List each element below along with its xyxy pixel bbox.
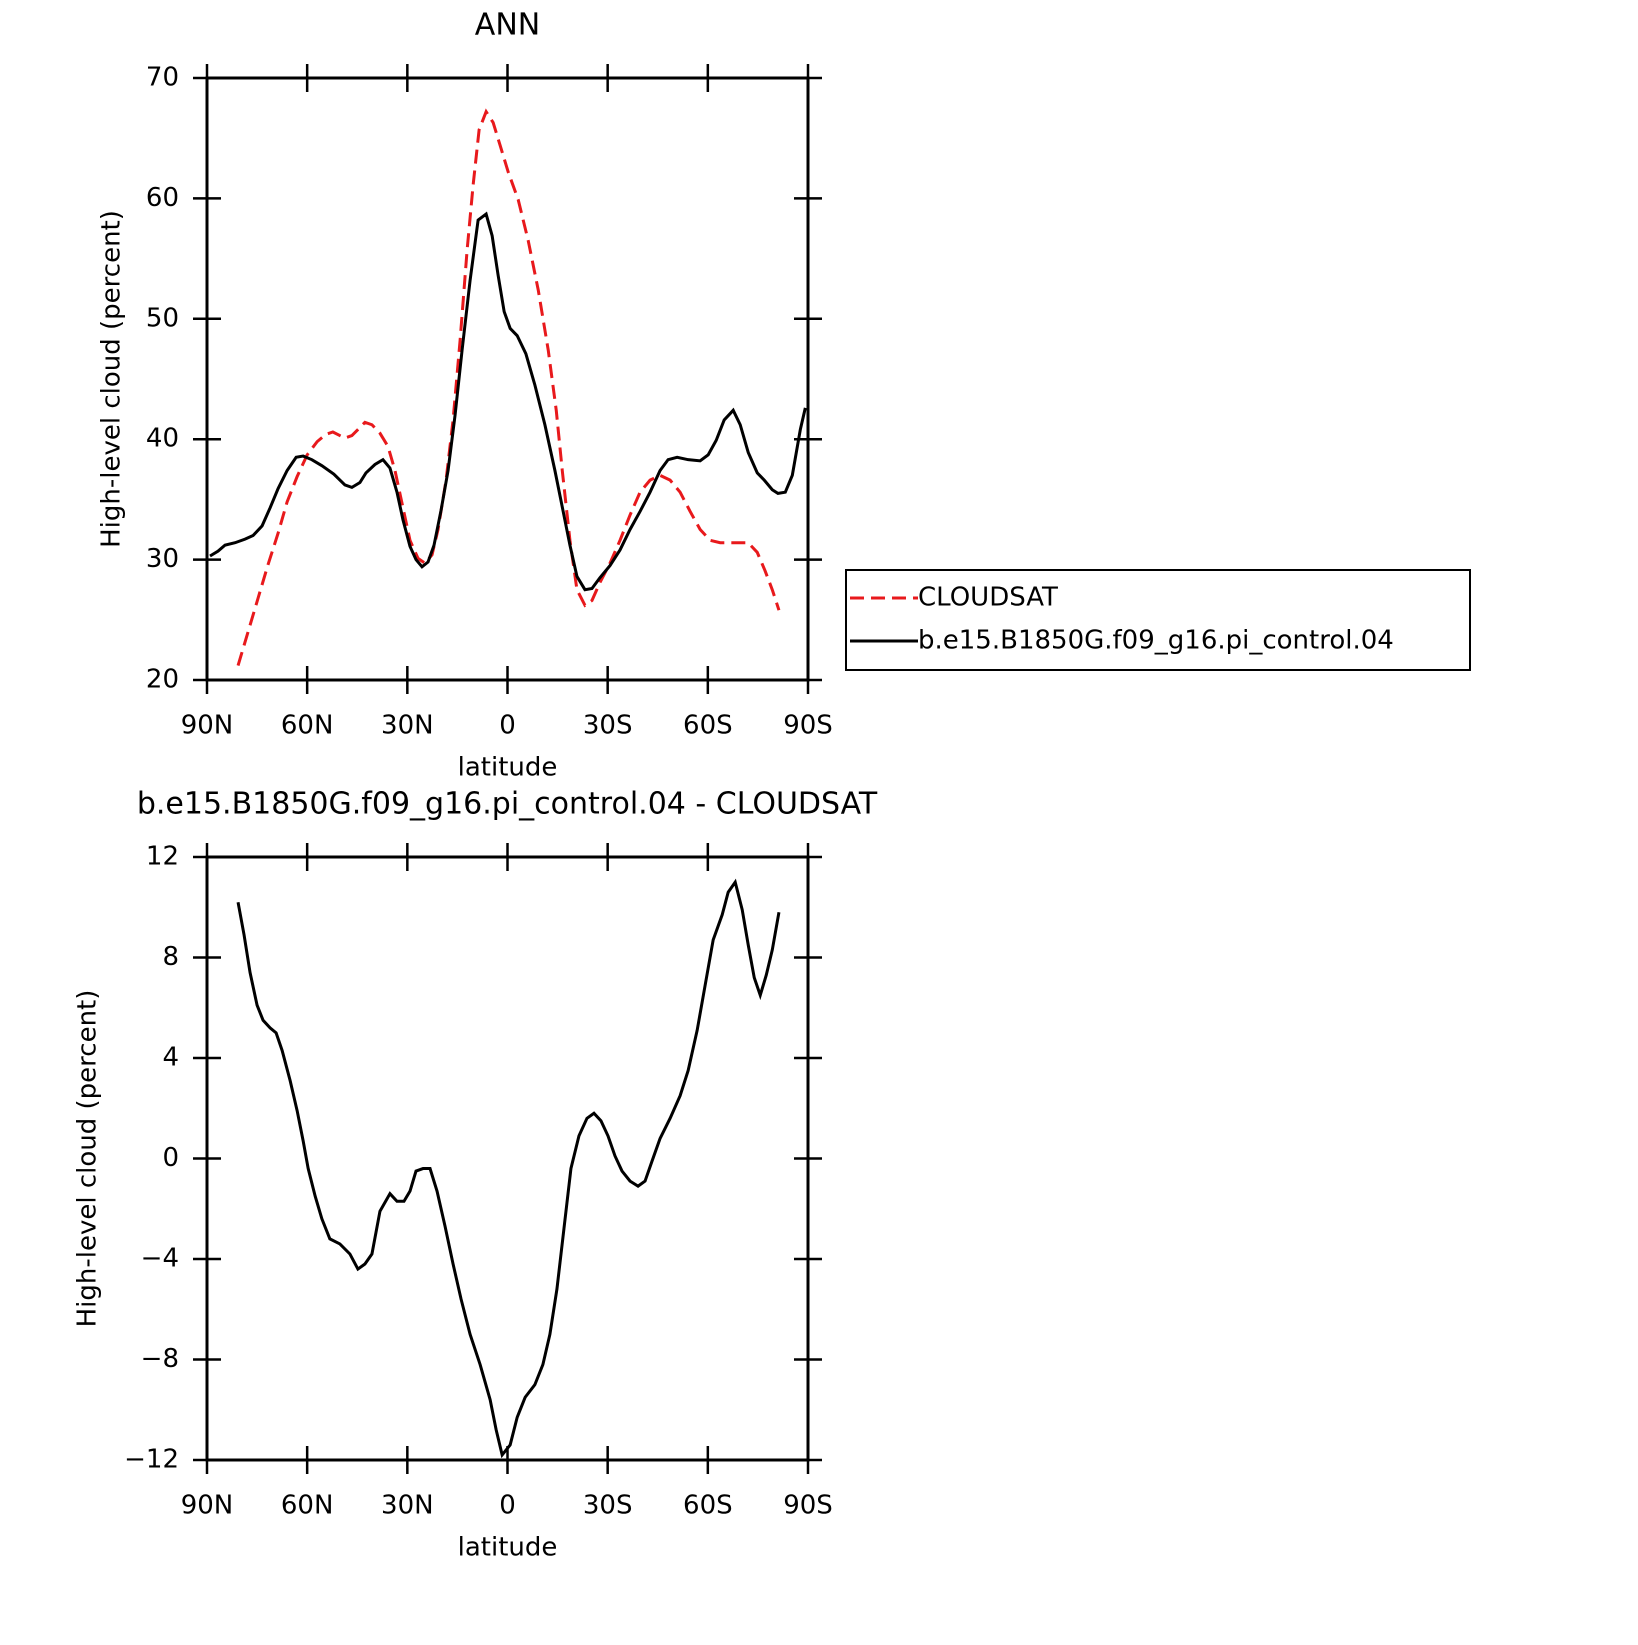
x-tick-label: 30S	[583, 711, 633, 741]
legend-label: CLOUDSAT	[918, 583, 1058, 613]
x-axis-label: latitude	[458, 1533, 558, 1563]
y-tick-label: 0	[162, 1143, 179, 1173]
x-tick-label: 90N	[181, 711, 234, 741]
x-tick-label: 0	[499, 1491, 516, 1521]
y-tick-label: 50	[146, 303, 179, 333]
data-line	[209, 211, 807, 592]
x-tick-label: 60S	[683, 711, 733, 741]
x-tick-label: 60S	[683, 1491, 733, 1521]
legend-box	[845, 569, 1471, 671]
y-tick-label: 70	[146, 63, 179, 93]
y-tick-label: −8	[141, 1344, 179, 1374]
y-tick-label: 12	[146, 842, 179, 872]
data-line	[236, 878, 781, 1459]
plot-frame	[205, 76, 810, 682]
x-tick-label: 0	[499, 711, 516, 741]
legend-label: b.e15.B1850G.f09_g16.pi_control.04	[918, 626, 1394, 656]
x-tick-label: 90N	[181, 1491, 234, 1521]
x-tick-label: 30N	[381, 1491, 434, 1521]
y-tick-label: 60	[146, 183, 179, 213]
x-tick-label: 90S	[783, 1491, 833, 1521]
y-tick-label: 30	[146, 544, 179, 574]
x-tick-label: 30N	[381, 711, 434, 741]
y-tick-label: −12	[124, 1445, 179, 1475]
y-axis-label: High-level cloud (percent)	[97, 210, 127, 548]
y-tick-label: 4	[162, 1043, 179, 1073]
x-tick-label: 30S	[583, 1491, 633, 1521]
chart-title: b.e15.B1850G.f09_g16.pi_control.04 - CLO…	[137, 787, 878, 822]
y-tick-label: 20	[146, 665, 179, 695]
y-axis-label: High-level cloud (percent)	[73, 990, 103, 1328]
y-tick-label: 40	[146, 424, 179, 454]
chart-title: ANN	[475, 8, 540, 43]
x-tick-label: 90S	[783, 711, 833, 741]
plot-frame	[205, 855, 810, 1462]
x-tick-label: 60N	[281, 711, 334, 741]
x-axis-label: latitude	[458, 753, 558, 783]
x-tick-label: 60N	[281, 1491, 334, 1521]
y-tick-label: −4	[141, 1244, 179, 1274]
y-tick-label: 8	[162, 942, 179, 972]
data-line	[236, 108, 781, 666]
